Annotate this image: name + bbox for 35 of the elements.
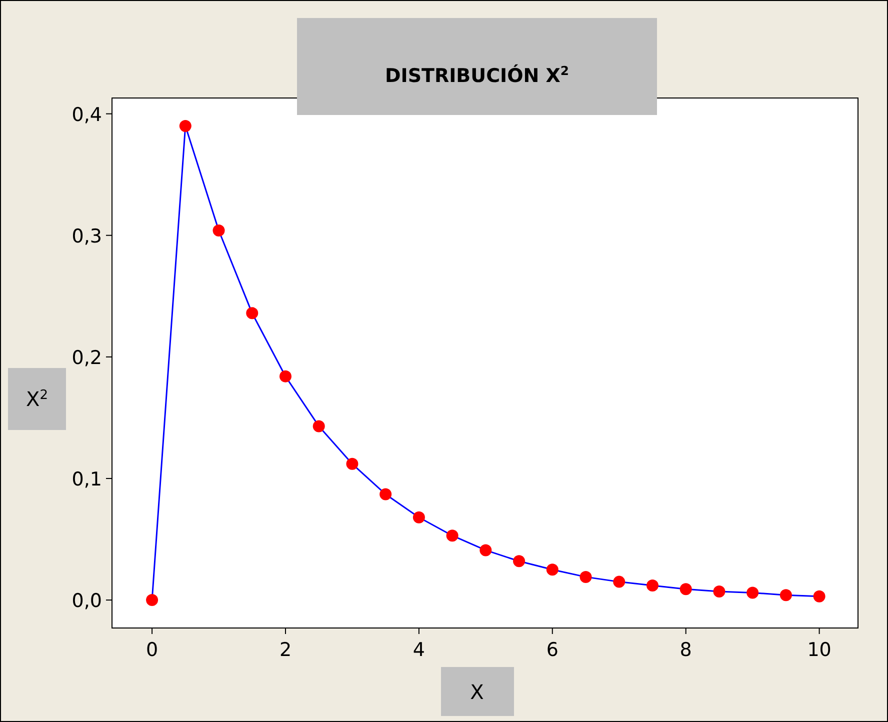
- point: [546, 564, 558, 576]
- point: [246, 307, 258, 320]
- point: [412, 511, 425, 524]
- point: [380, 488, 392, 500]
- x-tick-label: 10: [807, 639, 832, 661]
- point: [580, 570, 592, 583]
- point: [746, 586, 759, 599]
- point: [146, 594, 158, 606]
- y-tick-label: 0,1: [72, 468, 102, 490]
- y-axis-title: X$^{2}$: [26, 387, 48, 411]
- x-axis-title: X: [470, 680, 484, 704]
- point: [613, 576, 626, 588]
- point: [680, 583, 692, 596]
- x-tick-label: 4: [412, 639, 425, 661]
- x-tick-label: 2: [279, 639, 292, 661]
- y-tick-label: 0,3: [72, 225, 102, 248]
- x-tick-label: 8: [680, 639, 692, 661]
- point: [813, 590, 826, 602]
- point: [480, 544, 492, 556]
- point: [780, 589, 792, 602]
- point: [646, 579, 658, 592]
- point: [446, 530, 458, 542]
- point: [212, 224, 225, 236]
- point: [713, 586, 726, 598]
- y-tick-label: 0,4: [72, 104, 102, 126]
- chart-title: DISTRIBUCIÓN X$^{2}$: [384, 64, 570, 87]
- point: [346, 458, 358, 470]
- x-tick-label: 6: [546, 639, 558, 661]
- point: [279, 370, 292, 382]
- y-tick-label: 0,2: [72, 346, 102, 369]
- y-tick-label: 0,0: [72, 590, 102, 612]
- point: [513, 555, 526, 568]
- point: [312, 420, 325, 432]
- point: [179, 120, 192, 132]
- x-tick-label: 0: [146, 639, 158, 661]
